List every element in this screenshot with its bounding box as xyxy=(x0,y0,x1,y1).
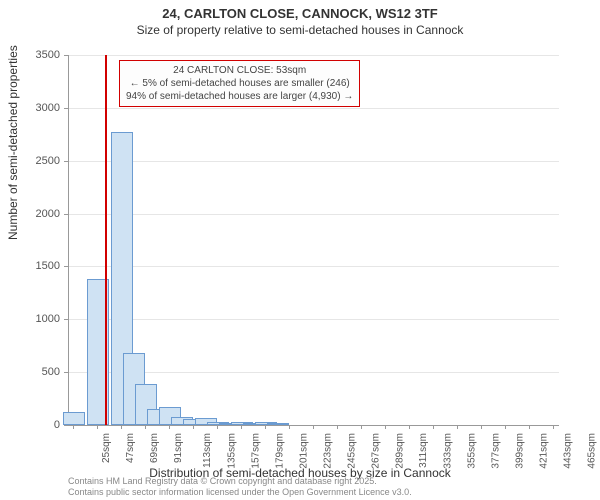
xtick-mark xyxy=(313,425,314,429)
xtick-label: 91sqm xyxy=(173,433,184,463)
chart-container: 24, CARLTON CLOSE, CANNOCK, WS12 3TF Siz… xyxy=(0,0,600,500)
chart-title: 24, CARLTON CLOSE, CANNOCK, WS12 3TF xyxy=(0,0,600,21)
histogram-bar xyxy=(63,412,86,425)
ytick-label: 0 xyxy=(25,419,60,431)
xtick-mark xyxy=(529,425,530,429)
xtick-label: 289sqm xyxy=(395,433,406,469)
gridline xyxy=(69,266,559,267)
attribution-line2: Contains public sector information licen… xyxy=(68,487,412,498)
marker-line xyxy=(105,55,107,425)
ytick-mark xyxy=(64,372,68,373)
gridline xyxy=(69,55,559,56)
ytick-mark xyxy=(64,55,68,56)
annotation-box: 24 CARLTON CLOSE: 53sqm← 5% of semi-deta… xyxy=(119,60,360,107)
xtick-mark xyxy=(361,425,362,429)
gridline xyxy=(69,161,559,162)
xtick-mark xyxy=(145,425,146,429)
xtick-label: 179sqm xyxy=(275,433,286,469)
ytick-mark xyxy=(64,425,68,426)
gridline xyxy=(69,108,559,109)
xtick-mark xyxy=(337,425,338,429)
ytick-mark xyxy=(64,319,68,320)
xtick-mark xyxy=(73,425,74,429)
ytick-label: 2000 xyxy=(25,208,60,220)
xtick-mark xyxy=(217,425,218,429)
xtick-label: 157sqm xyxy=(251,433,262,469)
gridline xyxy=(69,214,559,215)
xtick-label: 69sqm xyxy=(149,433,160,463)
annotation-line: ← 5% of semi-detached houses are smaller… xyxy=(126,77,353,90)
xtick-mark xyxy=(121,425,122,429)
xtick-mark xyxy=(409,425,410,429)
ytick-mark xyxy=(64,266,68,267)
xtick-label: 443sqm xyxy=(563,433,574,469)
chart-subtitle: Size of property relative to semi-detach… xyxy=(0,21,600,37)
ytick-mark xyxy=(64,161,68,162)
xtick-label: 25sqm xyxy=(101,433,112,463)
xtick-label: 333sqm xyxy=(443,433,454,469)
histogram-bar xyxy=(267,423,290,425)
xtick-label: 311sqm xyxy=(418,433,429,468)
gridline xyxy=(69,319,559,320)
xtick-label: 223sqm xyxy=(323,433,334,469)
attribution: Contains HM Land Registry data © Crown c… xyxy=(68,476,412,498)
xtick-mark xyxy=(457,425,458,429)
ytick-mark xyxy=(64,108,68,109)
xtick-mark xyxy=(97,425,98,429)
ytick-label: 1000 xyxy=(25,313,60,325)
xtick-label: 267sqm xyxy=(371,433,382,469)
xtick-label: 245sqm xyxy=(347,433,358,469)
xtick-label: 421sqm xyxy=(539,433,550,469)
xtick-label: 377sqm xyxy=(491,433,502,469)
xtick-label: 47sqm xyxy=(125,433,136,463)
xtick-label: 201sqm xyxy=(299,433,310,469)
xtick-label: 113sqm xyxy=(202,433,213,468)
xtick-mark xyxy=(433,425,434,429)
xtick-label: 399sqm xyxy=(515,433,526,469)
xtick-mark xyxy=(385,425,386,429)
ytick-label: 500 xyxy=(25,366,60,378)
xtick-label: 465sqm xyxy=(587,433,598,469)
attribution-line1: Contains HM Land Registry data © Crown c… xyxy=(68,476,412,487)
xtick-mark xyxy=(169,425,170,429)
xtick-mark xyxy=(265,425,266,429)
ytick-label: 2500 xyxy=(25,155,60,167)
ytick-label: 3000 xyxy=(25,102,60,114)
y-axis-label: Number of semi-detached properties xyxy=(6,45,20,240)
xtick-mark xyxy=(241,425,242,429)
xtick-mark xyxy=(289,425,290,429)
annotation-line: 94% of semi-detached houses are larger (… xyxy=(126,90,353,103)
xtick-mark xyxy=(193,425,194,429)
ytick-mark xyxy=(64,214,68,215)
xtick-label: 355sqm xyxy=(467,433,478,469)
plot-area: 24 CARLTON CLOSE: 53sqm← 5% of semi-deta… xyxy=(68,55,559,426)
xtick-mark xyxy=(553,425,554,429)
ytick-label: 3500 xyxy=(25,49,60,61)
xtick-mark xyxy=(481,425,482,429)
ytick-label: 1500 xyxy=(25,260,60,272)
annotation-line: 24 CARLTON CLOSE: 53sqm xyxy=(126,64,353,77)
xtick-mark xyxy=(505,425,506,429)
xtick-label: 135sqm xyxy=(227,433,238,469)
